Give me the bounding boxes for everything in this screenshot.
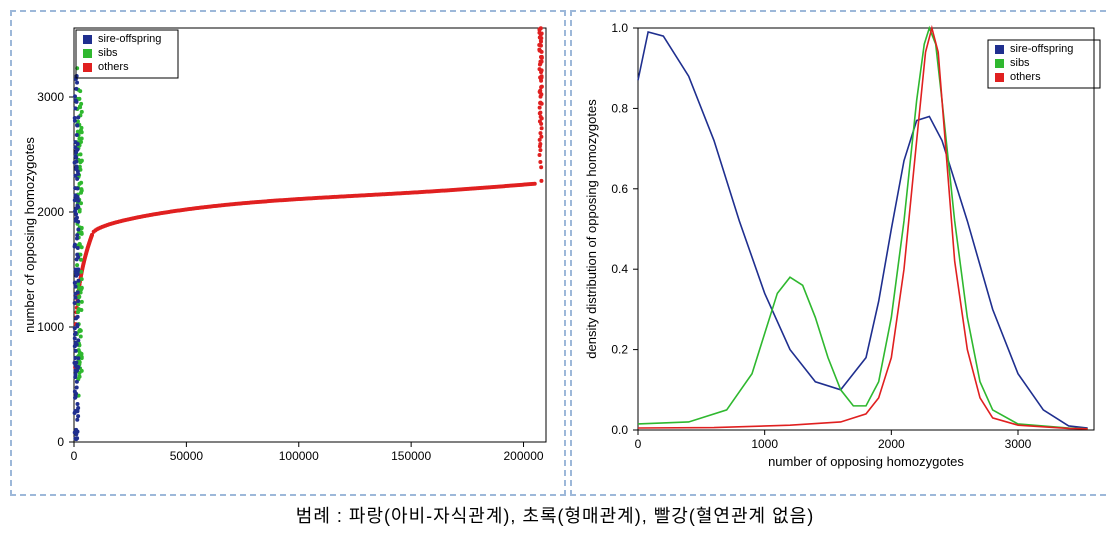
svg-text:sire-offspring: sire-offspring xyxy=(98,33,161,45)
svg-text:150000: 150000 xyxy=(391,449,431,463)
right-panel: 0 1000 2000 3000 0.0 0.2 0.4 0.6 0.8 1.0 density d… xyxy=(570,10,1110,496)
svg-text:0.0: 0.0 xyxy=(611,423,628,437)
left-panel: 0 50000 100000 150000 200000 0 1000 2000 3000 num… xyxy=(10,10,566,496)
svg-text:number of opposing homozygotes: number of opposing homozygotes xyxy=(768,454,964,469)
svg-text:0: 0 xyxy=(635,437,642,451)
svg-text:density distribution of opposi: density distribution of opposing homozyg… xyxy=(584,99,599,359)
svg-text:0: 0 xyxy=(57,435,64,449)
svg-text:others: others xyxy=(1010,71,1041,83)
svg-text:2000: 2000 xyxy=(37,205,64,219)
svg-text:1.0: 1.0 xyxy=(611,21,628,35)
svg-text:0.2: 0.2 xyxy=(611,343,628,357)
svg-text:sire-offspring: sire-offspring xyxy=(1010,43,1073,55)
svg-text:3000: 3000 xyxy=(1005,437,1032,451)
svg-text:200000: 200000 xyxy=(504,449,544,463)
svg-text:others: others xyxy=(98,61,129,73)
svg-text:0.4: 0.4 xyxy=(611,262,628,276)
svg-text:2000: 2000 xyxy=(878,437,905,451)
svg-text:100000: 100000 xyxy=(279,449,319,463)
svg-text:sibs: sibs xyxy=(1010,57,1030,69)
svg-text:50000: 50000 xyxy=(170,449,204,463)
svg-text:0.6: 0.6 xyxy=(611,182,628,196)
scatter-chart: 0 50000 100000 150000 200000 0 1000 2000 3000 num… xyxy=(18,18,558,476)
svg-text:3000: 3000 xyxy=(37,90,64,104)
svg-text:1000: 1000 xyxy=(37,320,64,334)
svg-text:0.8: 0.8 xyxy=(611,101,628,115)
density-chart: 0 1000 2000 3000 0.0 0.2 0.4 0.6 0.8 1.0 density d… xyxy=(578,18,1108,476)
chart-row: 0 50000 100000 150000 200000 0 1000 2000 3000 num… xyxy=(10,10,1100,496)
svg-text:number of opposing homozygotes: number of opposing homozygotes xyxy=(22,137,37,333)
svg-text:sibs: sibs xyxy=(98,47,118,59)
svg-text:1000: 1000 xyxy=(751,437,778,451)
svg-text:0: 0 xyxy=(71,449,78,463)
caption: 범례 : 파랑(아비-자식관계), 초록(형매관계), 빨강(혈연관계 없음) xyxy=(10,502,1100,528)
